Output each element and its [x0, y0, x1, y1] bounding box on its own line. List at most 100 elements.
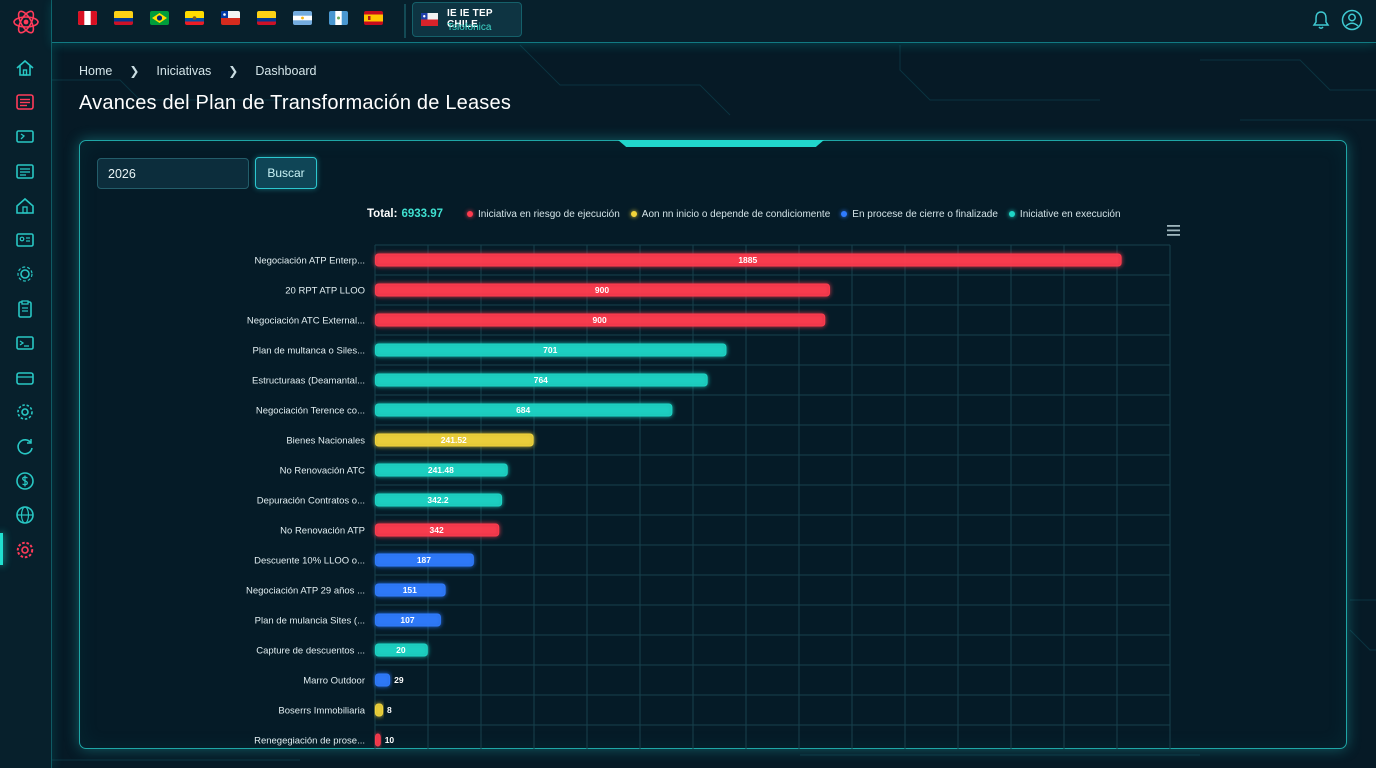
- terminal-icon[interactable]: [14, 332, 36, 354]
- bar-value-label: 241.48: [428, 465, 454, 475]
- category-label: Bienes Nacionales: [286, 436, 365, 447]
- legend-item[interactable]: Iniciative en execución: [1008, 208, 1121, 220]
- clipboard-icon[interactable]: [14, 298, 36, 320]
- bar-value-label: 764: [534, 375, 548, 385]
- bar-value-label: 241.52: [441, 435, 467, 445]
- bar-value-label: 29: [394, 675, 404, 685]
- country-badge-subtitle: Tslofonica: [447, 22, 492, 33]
- bar[interactable]: [375, 493, 503, 507]
- bar-value-label: 342: [430, 525, 444, 535]
- category-label: Negociación ATP Enterp...: [254, 256, 365, 267]
- search-button[interactable]: Buscar: [255, 157, 317, 189]
- legend-item[interactable]: En procese de cierre o finalizade: [841, 209, 998, 220]
- panel-accent-tab: [618, 140, 824, 147]
- bar[interactable]: [375, 253, 1122, 267]
- bar-value-label: 684: [516, 405, 530, 415]
- category-label: Negociación ATP 29 años ...: [246, 586, 365, 597]
- chile-flag-icon: [421, 13, 438, 26]
- flag-argentina-icon[interactable]: [292, 11, 312, 25]
- newspaper-icon[interactable]: [14, 160, 36, 182]
- cog-icon[interactable]: [14, 401, 36, 423]
- list-icon[interactable]: [14, 91, 36, 113]
- bar[interactable]: [375, 733, 381, 747]
- category-label: Renegegiación de prose...: [254, 736, 365, 747]
- bar[interactable]: [375, 403, 673, 417]
- breadcrumb-dashboard: Dashboard: [255, 64, 317, 78]
- globe-icon[interactable]: [14, 504, 36, 526]
- breadcrumb: Home ❯ Iniciativas ❯ Dashboard: [79, 64, 317, 78]
- bar[interactable]: [375, 283, 830, 297]
- category-label: Marro Outdoor: [303, 676, 365, 687]
- bar[interactable]: [375, 553, 474, 567]
- topbar-separator: [404, 4, 406, 38]
- settings-icon[interactable]: [14, 539, 36, 561]
- bar[interactable]: [375, 613, 441, 627]
- breadcrumb-iniciativas[interactable]: Iniciativas: [156, 64, 212, 78]
- page-title: Avances del Plan de Transformación de Le…: [79, 92, 512, 114]
- bar-value-label: 20: [396, 645, 406, 655]
- bar[interactable]: [375, 643, 428, 657]
- dollar-icon[interactable]: [14, 470, 36, 492]
- flag-colombia-icon[interactable]: [257, 11, 276, 25]
- chart-grid: [374, 244, 1171, 749]
- bar[interactable]: [375, 583, 446, 597]
- bar-value-label: 900: [593, 315, 607, 325]
- flag-colombia-icon[interactable]: [113, 11, 133, 25]
- chart-panel: Buscar Total: 6933.97 Iniciativa en ries…: [79, 140, 1347, 749]
- bar[interactable]: [375, 523, 500, 537]
- bar[interactable]: [375, 463, 508, 477]
- year-input[interactable]: [97, 158, 249, 189]
- topbar: IE IE TEP CHILE Tslofonica: [52, 0, 1376, 43]
- house-icon[interactable]: [14, 195, 36, 217]
- legend-dot: [467, 211, 474, 217]
- bar-value-label: 342.2: [427, 495, 449, 505]
- country-selector[interactable]: IE IE TEP CHILE Tslofonica: [412, 2, 522, 37]
- total-label: Total:: [367, 208, 398, 220]
- legend-item[interactable]: Aon nn inicio o depende de condiciomente: [630, 208, 831, 220]
- refresh-icon[interactable]: [14, 435, 36, 457]
- gear-network-icon[interactable]: [14, 263, 36, 285]
- monitor-icon[interactable]: [14, 126, 36, 148]
- legend-dot: [1008, 211, 1015, 217]
- chevron-right-icon: ❯: [129, 64, 140, 78]
- legend-label: Iniciativa en riesgo de ejecución: [478, 208, 620, 220]
- flag-chile-icon[interactable]: [221, 11, 241, 25]
- legend-label: Iniciative en execución: [1019, 208, 1121, 220]
- bar[interactable]: [375, 313, 826, 327]
- chevron-right-icon: ❯: [228, 64, 239, 78]
- chart-menu-icon[interactable]: [1167, 225, 1180, 236]
- flag-brazil-icon[interactable]: [149, 11, 169, 25]
- bar-value-label: 701: [543, 345, 557, 355]
- wallet-icon[interactable]: [14, 367, 36, 389]
- category-label: Negociación Terence co...: [256, 406, 365, 417]
- flag-guatemala-icon[interactable]: [328, 11, 348, 25]
- country-badge-title: IE IE TEP CHILE: [447, 8, 493, 30]
- bar-value-label: 151: [403, 585, 417, 595]
- category-label: Negociación ATC External...: [247, 316, 365, 327]
- bar[interactable]: [375, 343, 727, 357]
- bar-value-label: 187: [417, 555, 431, 565]
- bar[interactable]: [375, 703, 384, 717]
- bar[interactable]: [375, 673, 391, 687]
- legend-dot: [841, 211, 848, 217]
- chart-legend: Total: 6933.97 Iniciativa en riesgo de e…: [367, 208, 1132, 220]
- bell-icon[interactable]: [1310, 9, 1332, 31]
- bar[interactable]: [375, 433, 534, 447]
- category-label: No Renovación ATC: [280, 466, 366, 477]
- flag-peru-icon[interactable]: [78, 11, 97, 25]
- home-icon[interactable]: [14, 57, 36, 79]
- flag-spain-icon[interactable]: [364, 11, 384, 25]
- bar[interactable]: [375, 373, 708, 387]
- legend-label: Aon nn inicio o depende de condiciomente: [641, 208, 831, 220]
- atom-logo-icon[interactable]: [11, 7, 41, 37]
- flag-ecuador-icon[interactable]: [185, 11, 205, 25]
- bar-chart: Negociación ATP Enterp... 1885 20 RPT ATP …: [246, 244, 1171, 749]
- id-card-icon[interactable]: [14, 229, 36, 251]
- legend-dot: [630, 211, 637, 217]
- category-label: Descuente 10% LLOO o...: [254, 556, 365, 567]
- total-value: 6933.97: [401, 208, 444, 220]
- user-icon[interactable]: [1341, 9, 1363, 31]
- breadcrumb-home[interactable]: Home: [79, 64, 113, 78]
- bar-value-label: 900: [595, 285, 609, 295]
- legend-item[interactable]: Iniciativa en riesgo de ejecución: [467, 209, 620, 220]
